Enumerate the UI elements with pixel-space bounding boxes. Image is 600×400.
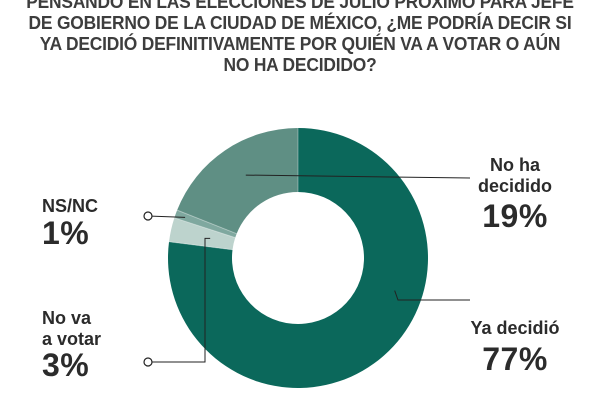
slice-separator [168, 241, 233, 251]
label-value: 3% [42, 347, 90, 384]
label-name: No ha [489, 155, 540, 175]
label-value: 19% [482, 198, 548, 235]
donut-slice-no-ha-decidido [177, 127, 298, 234]
label-name: a votar [42, 328, 102, 349]
label-name: decidido [477, 175, 552, 196]
label-name: NS/NC [42, 196, 99, 216]
label-no-va-a-votar: No va a votar 3% [42, 308, 132, 383]
label-no-ha-decidido: No ha decidido 19% [455, 155, 575, 234]
question-title: PENSANDO EN LAS ELECCIONES DE JULIO PRÓX… [18, 0, 582, 75]
label-name: Ya decidió [470, 318, 560, 338]
slice-separator [174, 217, 236, 239]
slice-separator [176, 209, 237, 235]
no-ha-decidido-leader-line [245, 174, 471, 179]
label-ya-decidio: Ya decidió 77% [450, 318, 580, 376]
label-ns-nc: NS/NC 1% [42, 196, 132, 250]
label-name: No va [42, 308, 92, 328]
donut-slice-ya-decidi- [168, 128, 429, 388]
question-line: YA DECIDIÓ DEFINITIVAMENTE POR QUIÉN VA … [39, 33, 561, 54]
question-line: DE GOBIERNO DE LA CIUDAD DE MÉXICO, ¿ME … [28, 12, 572, 33]
ya-decidio-leader-line [394, 290, 470, 301]
ns-nc-leader-dot [143, 211, 153, 221]
question-line: NO HA DECIDIDO? [223, 54, 377, 75]
label-value: 1% [42, 214, 90, 251]
no-va-a-votar-leader-line [148, 237, 211, 363]
ns-nc-leader-line [147, 215, 186, 218]
label-value: 77% [482, 340, 548, 377]
donut-slice-ns-nc [174, 210, 237, 238]
question-line: PENSANDO EN LAS ELECCIONES DE JULIO PRÓX… [26, 0, 574, 12]
donut-slice-no-va-a-votar [169, 217, 236, 250]
no-va-a-votar-leader-dot [143, 357, 153, 367]
